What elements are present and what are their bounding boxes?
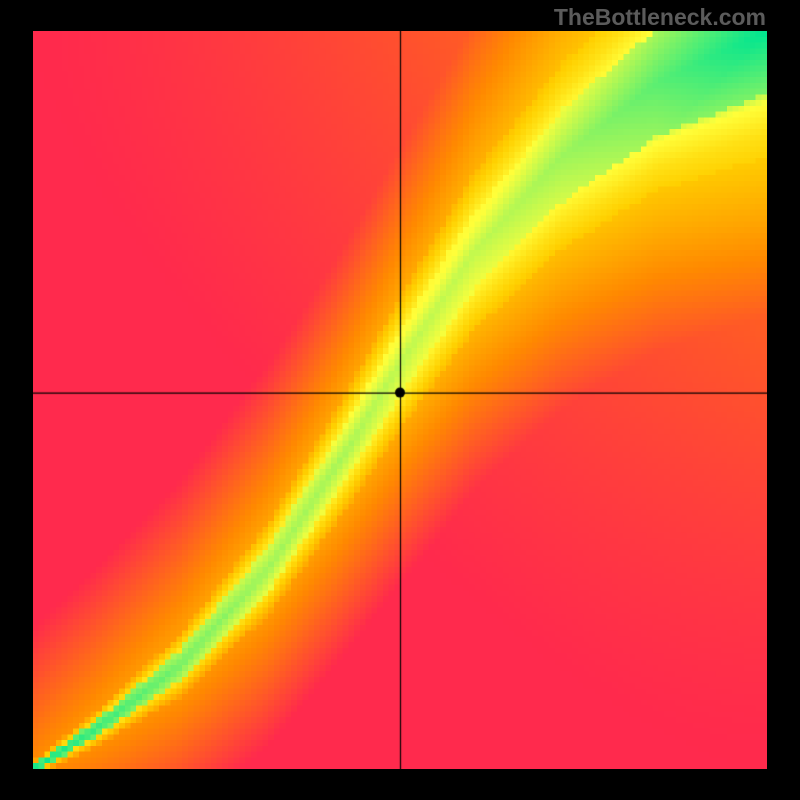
bottleneck-heatmap: [33, 31, 767, 769]
watermark-text: TheBottleneck.com: [554, 4, 766, 31]
chart-container: TheBottleneck.com: [0, 0, 800, 800]
